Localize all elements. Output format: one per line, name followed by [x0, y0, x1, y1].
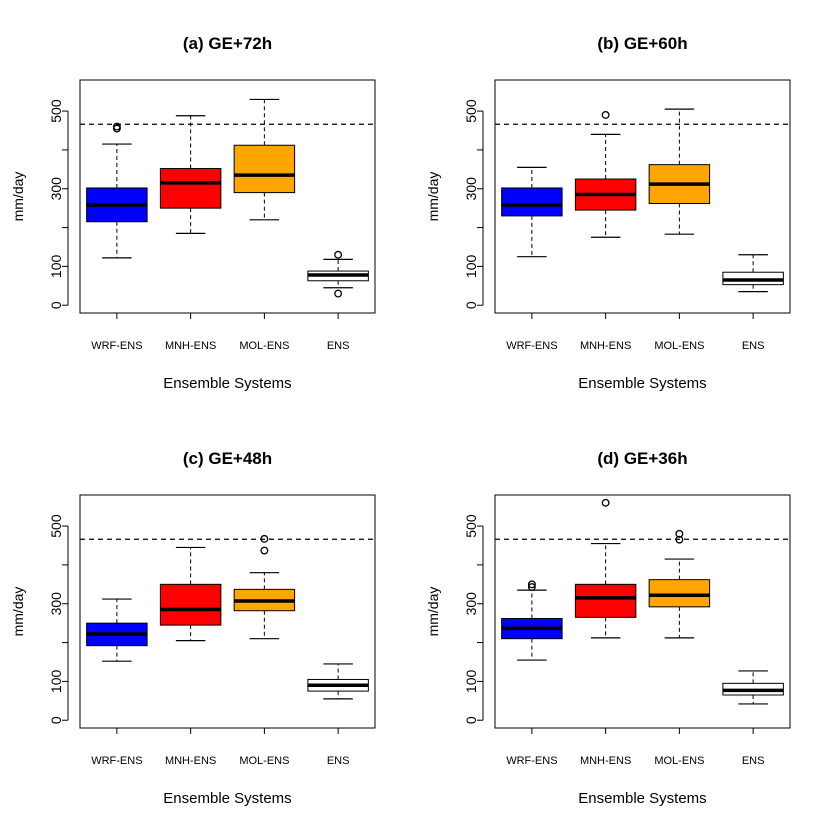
x-axis-label-a: Ensemble Systems	[163, 375, 291, 392]
panel-d: (d) GE+36h WRF-ENS MNH-ENS MOL-ENS ENS 0 100 30…	[425, 449, 791, 807]
plot-frame-d	[494, 494, 791, 729]
plot-frame-a	[79, 79, 376, 314]
y-tick-label-a-100: 100	[48, 255, 64, 279]
x-axis-label-b: Ensemble Systems	[578, 375, 706, 392]
box-c-mnh-ens	[159, 583, 222, 626]
y-tick-label-c-100: 100	[48, 670, 64, 694]
category-label-b-mnh-ens: MNH-ENS	[580, 340, 631, 352]
category-label-a-ens: ENS	[327, 340, 350, 352]
x-axis-label-d: Ensemble Systems	[578, 790, 706, 807]
plot-frame-c	[79, 494, 376, 729]
y-axis-label-c: mm/day	[10, 587, 26, 637]
y-tick-label-d-300: 300	[463, 592, 479, 616]
outlier-d-mnh-ens-0	[601, 498, 610, 507]
category-label-b-wrf-ens: WRF-ENS	[506, 340, 557, 352]
y-tick-label-c-300: 300	[48, 592, 64, 616]
x-axis-label-c: Ensemble Systems	[163, 790, 291, 807]
y-tick-label-d-500: 500	[463, 514, 479, 538]
panel-b: (b) GE+60h WRF-ENS MNH-ENS MOL-ENS ENS 0 100 30…	[425, 34, 791, 392]
y-tick-label-d-0: 0	[463, 716, 479, 724]
y-tick-label-d-100: 100	[463, 670, 479, 694]
category-label-d-mol-ens: MOL-ENS	[654, 755, 704, 767]
category-label-c-mol-ens: MOL-ENS	[239, 755, 289, 767]
category-label-b-ens: ENS	[742, 340, 765, 352]
y-tick-label-b-100: 100	[463, 255, 479, 279]
y-tick-label-b-0: 0	[463, 301, 479, 309]
category-label-a-mol-ens: MOL-ENS	[239, 340, 289, 352]
y-tick-label-c-500: 500	[48, 514, 64, 538]
panel-c: (c) GE+48h WRF-ENS MNH-ENS MOL-ENS ENS 0 100 30…	[10, 449, 376, 807]
outlier-d-wrf-ens-0	[527, 583, 536, 591]
box-d-mol-ens	[648, 579, 711, 608]
y-tick-label-a-0: 0	[48, 301, 64, 309]
outlier-d-wrf-ens-1	[527, 580, 536, 589]
outlier-d-mol-ens-1	[675, 529, 684, 538]
category-label-c-mnh-ens: MNH-ENS	[165, 755, 216, 767]
category-label-c-ens: ENS	[327, 755, 350, 767]
category-label-d-ens: ENS	[742, 755, 765, 767]
category-label-a-wrf-ens: WRF-ENS	[91, 340, 142, 352]
outlier-a-ens-1	[334, 289, 343, 298]
category-label-c-wrf-ens: WRF-ENS	[91, 755, 142, 767]
outlier-b-mnh-ens-0	[601, 110, 610, 119]
y-axis-label-b: mm/day	[425, 172, 441, 222]
chart-title-b: (b) GE+60h	[597, 34, 687, 53]
y-tick-label-c-0: 0	[48, 716, 64, 724]
box-a-mnh-ens	[159, 168, 222, 209]
box-a-mol-ens	[233, 144, 296, 194]
panel-a: (a) GE+72h WRF-ENS MNH-ENS MOL-ENS ENS 0 100 30…	[10, 34, 376, 392]
outlier-d-mol-ens-0	[675, 535, 684, 544]
y-axis-label-a: mm/day	[10, 172, 26, 222]
y-axis-label-d: mm/day	[425, 587, 441, 637]
category-label-d-mnh-ens: MNH-ENS	[580, 755, 631, 767]
chart-title-a: (a) GE+72h	[183, 34, 272, 53]
outlier-a-ens-0	[334, 250, 343, 259]
outlier-c-mol-ens-1	[260, 534, 269, 543]
y-tick-label-b-500: 500	[463, 99, 479, 123]
plot-frame-b	[494, 79, 791, 314]
category-label-d-wrf-ens: WRF-ENS	[506, 755, 557, 767]
outlier-a-wrf-ens-1	[112, 122, 121, 131]
outlier-c-mol-ens-0	[260, 546, 269, 555]
y-tick-label-a-500: 500	[48, 99, 64, 123]
chart-title-c: (c) GE+48h	[183, 449, 272, 468]
box-d-mnh-ens	[574, 583, 637, 618]
y-tick-label-b-300: 300	[463, 177, 479, 201]
chart-title-d: (d) GE+36h	[597, 449, 687, 468]
category-label-b-mol-ens: MOL-ENS	[654, 340, 704, 352]
y-tick-label-a-300: 300	[48, 177, 64, 201]
category-label-a-mnh-ens: MNH-ENS	[165, 340, 216, 352]
box-b-wrf-ens	[501, 187, 563, 217]
